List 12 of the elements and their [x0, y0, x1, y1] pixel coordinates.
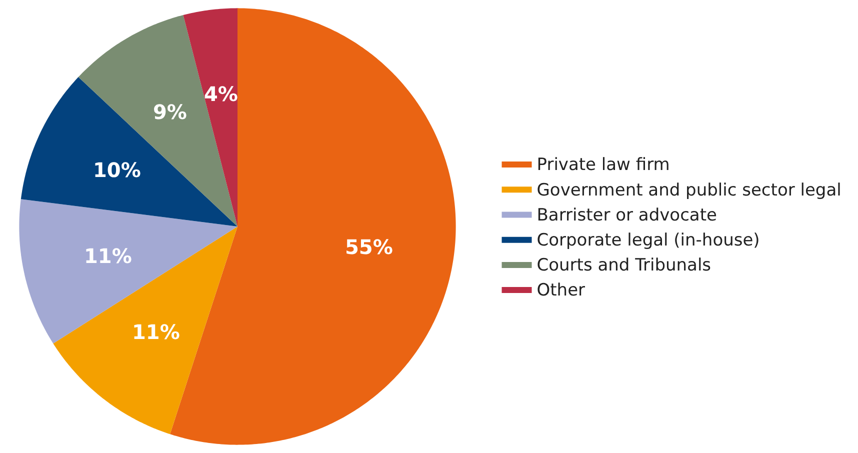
legend-label: Corporate legal (in-house): [536, 230, 760, 250]
legend-label: Government and public sector legal: [536, 180, 842, 200]
data-label: 11%: [84, 244, 132, 268]
legend-label: Other: [536, 280, 586, 301]
data-label: 4%: [204, 82, 238, 106]
legend-label: Private law firm: [536, 155, 670, 176]
data-label: 10%: [93, 158, 141, 182]
legend-label: Barrister or advocate: [536, 205, 717, 226]
legend-label: Courts and Tribunals: [536, 256, 712, 276]
data-label: 11%: [132, 320, 180, 344]
data-label: 55%: [345, 235, 393, 259]
data-label: 9%: [153, 100, 187, 124]
